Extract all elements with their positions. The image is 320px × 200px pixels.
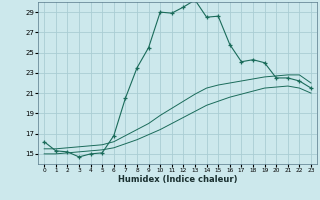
X-axis label: Humidex (Indice chaleur): Humidex (Indice chaleur) (118, 175, 237, 184)
